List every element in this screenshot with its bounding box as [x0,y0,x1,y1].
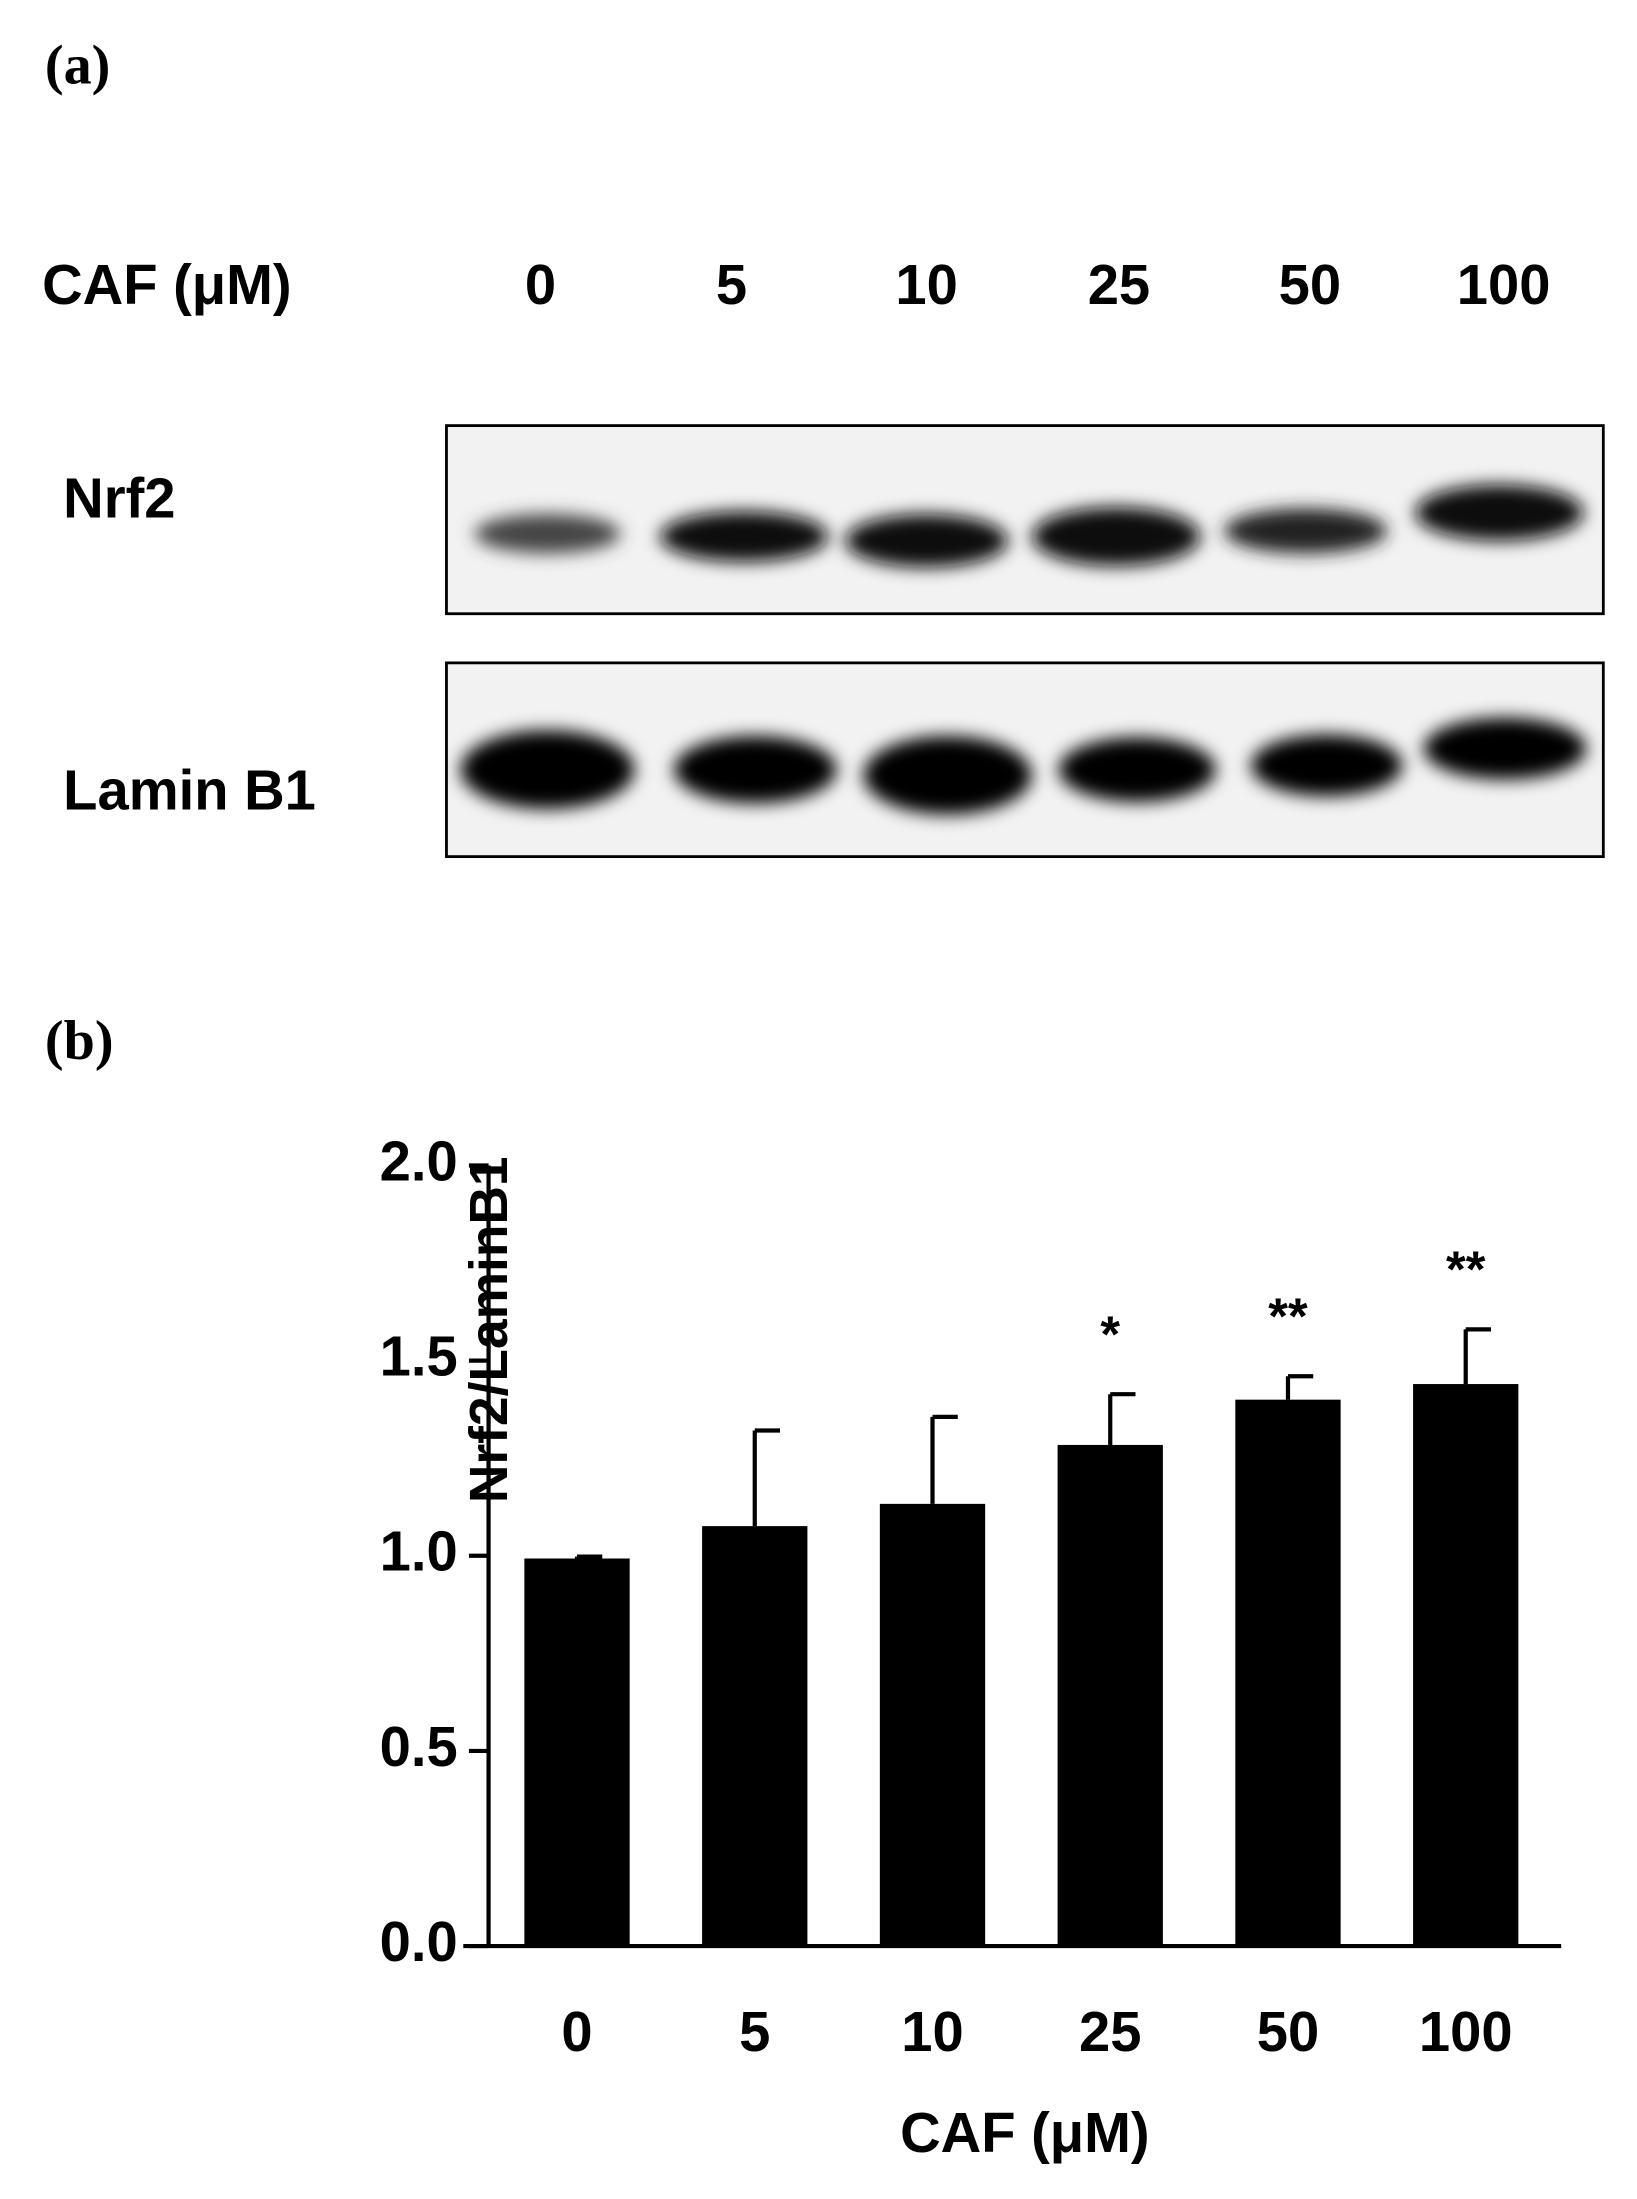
significance-label: ** [1268,1287,1308,1344]
bar [702,1526,808,1947]
y-tick-label: 0.0 [380,1910,458,1973]
x-tick-label: 100 [1419,2000,1513,2063]
lane-label: 50 [1279,253,1341,316]
blot-nrf2 [445,424,1605,616]
lane-label: 0 [525,253,556,316]
x-tick-label: 5 [739,2000,770,2063]
bar [1235,1399,1341,1947]
bar [879,1503,986,1947]
lane-label: 100 [1457,253,1551,316]
blot-row-label: Lamin B1 [63,759,316,822]
lane-label: 25 [1088,253,1150,316]
blot-lamin [445,661,1605,859]
significance-label: ** [1446,1241,1486,1298]
x-axis-title: CAF (μM) [900,2101,1149,2164]
y-tick-label: 2.0 [380,1129,458,1192]
bar [524,1558,630,1947]
bar [1057,1444,1163,1947]
panel-label: (b) [45,1010,114,1072]
significance-label: * [1100,1305,1120,1362]
bar [1413,1384,1519,1947]
blot-row-label: Nrf2 [63,467,175,530]
panel-label: (a) [45,34,110,96]
x-tick-label: 25 [1079,2000,1141,2063]
treatment-label: CAF (μM) [42,253,291,316]
x-tick-label: 10 [901,2000,963,2063]
lane-label: 10 [895,253,957,316]
y-tick-label: 0.5 [380,1715,458,1778]
x-tick-label: 0 [561,2000,592,2063]
y-tick-label: 1.5 [380,1324,458,1387]
lane-label: 5 [716,253,747,316]
y-tick-label: 1.0 [380,1520,458,1583]
x-tick-label: 50 [1257,2000,1319,2063]
